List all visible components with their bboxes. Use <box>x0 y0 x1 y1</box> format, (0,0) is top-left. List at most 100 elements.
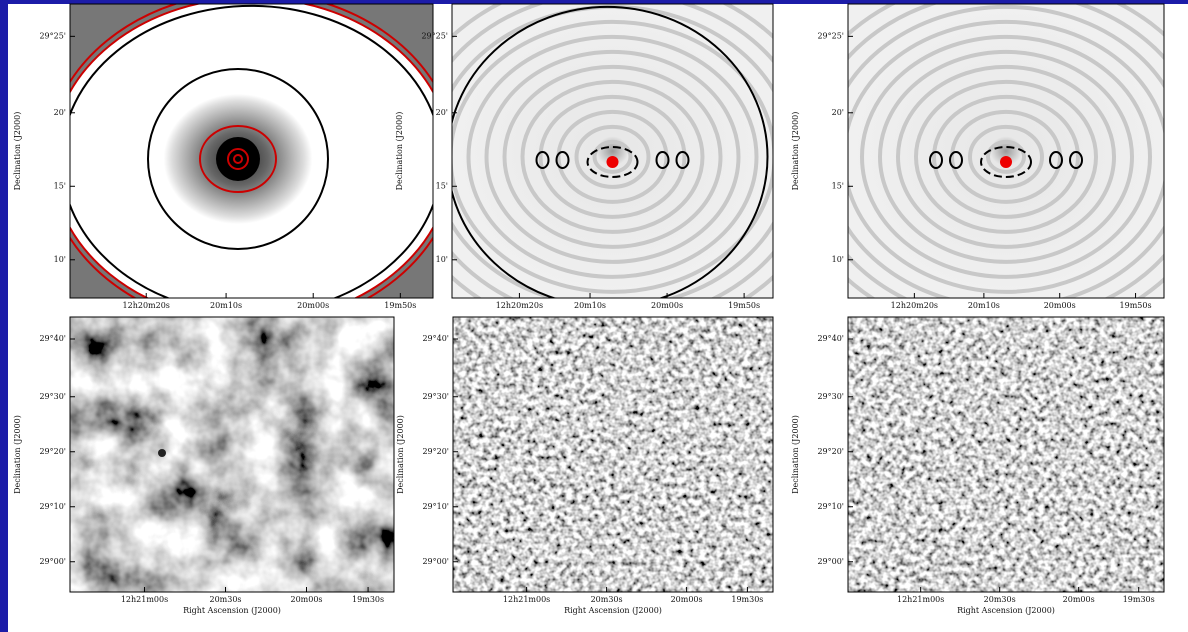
ripple <box>968 124 1044 189</box>
y-tick-label: 20' <box>436 108 448 117</box>
frame <box>847 316 1165 593</box>
y-tick-label: 29°10' <box>817 502 844 511</box>
y-tick-label: 29°40' <box>39 334 66 343</box>
contour <box>147 68 329 250</box>
y-axis-label: Declination (J2000) <box>13 112 22 191</box>
y-tick-label: 29°30' <box>817 392 844 401</box>
ripple <box>452 19 773 294</box>
x-tick-label: 12h21m00s <box>121 595 168 604</box>
ripple <box>848 19 1164 294</box>
ripple <box>520 79 705 234</box>
ripple <box>556 109 669 204</box>
x-tick-label: 19m30s <box>352 595 384 604</box>
x-tick-label: 12h20m20s <box>891 301 938 310</box>
ripple <box>950 109 1062 204</box>
y-tick-label: 29°10' <box>422 502 449 511</box>
y-tick-label: 29°20' <box>39 447 66 456</box>
x-tick-label: 12h20m20s <box>496 301 543 310</box>
ripple <box>502 64 723 249</box>
contour <box>586 146 639 178</box>
source <box>158 449 166 457</box>
y-tick-label: 29°40' <box>422 334 449 343</box>
x-tick-label: 12h21m00s <box>503 595 550 604</box>
contour <box>655 151 670 169</box>
x-axis-label: Right Ascension (J2000) <box>564 606 662 615</box>
y-tick-label: 29°25' <box>817 31 844 40</box>
ripple <box>878 49 1134 264</box>
contour <box>675 151 690 169</box>
x-tick-label: 20m30s <box>591 595 623 604</box>
contour <box>1000 156 1012 168</box>
ripple <box>896 64 1116 249</box>
image <box>70 4 433 298</box>
ripple <box>466 34 759 279</box>
contour <box>555 151 570 169</box>
contour <box>949 151 963 169</box>
y-tick-label: 29°30' <box>422 392 449 401</box>
x-tick-label: 20m00s <box>651 301 683 310</box>
y-tick-label: 15' <box>832 181 844 190</box>
contour <box>980 146 1032 178</box>
y-tick-label: 29°30' <box>39 392 66 401</box>
contour <box>535 151 550 169</box>
y-tick-label: 10' <box>54 255 66 264</box>
x-tick-label: 12h20m20s <box>123 301 170 310</box>
contour <box>929 151 943 169</box>
noise-map <box>848 317 1164 592</box>
x-tick-label: 12h21m00s <box>897 595 944 604</box>
x-tick-label: 19m30s <box>731 595 763 604</box>
y-tick-label: 15' <box>436 181 448 190</box>
x-tick-label: 20m00s <box>671 595 703 604</box>
contour <box>227 148 249 170</box>
frame <box>69 3 434 299</box>
y-tick-label: 29°20' <box>817 447 844 456</box>
x-tick-label: 19m50s <box>728 301 760 310</box>
image <box>453 317 773 592</box>
ripple <box>848 4 1164 298</box>
x-tick-label: 20m00s <box>297 301 329 310</box>
x-axis-label: Right Ascension (J2000) <box>183 606 281 615</box>
contour <box>452 5 769 298</box>
y-tick-label: 29°25' <box>39 31 66 40</box>
ripple <box>592 139 633 174</box>
ripple <box>986 139 1026 174</box>
noise-map <box>70 317 394 592</box>
image <box>70 317 394 592</box>
y-tick-label: 20' <box>54 108 66 117</box>
y-tick-label: 29°00' <box>422 557 449 566</box>
x-tick-label: 19m30s <box>1123 595 1155 604</box>
y-tick-label: 20' <box>832 108 844 117</box>
x-tick-label: 19m50s <box>1120 301 1152 310</box>
x-tick-label: 19m50s <box>384 301 416 310</box>
frame <box>847 3 1165 299</box>
noise-map <box>453 317 773 592</box>
ripple <box>538 94 687 219</box>
contour <box>1049 151 1063 169</box>
y-tick-label: 10' <box>832 255 844 264</box>
x-tick-label: 20m30s <box>209 595 241 604</box>
contour <box>606 156 619 168</box>
y-tick-label: 29°00' <box>817 557 844 566</box>
image <box>848 4 1164 298</box>
image <box>452 4 773 298</box>
frame <box>69 316 395 593</box>
ripple <box>860 34 1152 279</box>
ripple <box>932 94 1080 219</box>
contour <box>199 125 277 193</box>
x-tick-label: 20m10s <box>574 301 606 310</box>
ripple <box>574 124 651 189</box>
image <box>848 317 1164 592</box>
x-tick-label: 20m10s <box>210 301 242 310</box>
frame <box>451 3 774 299</box>
contour <box>216 137 260 181</box>
y-axis-label: Declination (J2000) <box>396 415 405 494</box>
y-axis-label: Declination (J2000) <box>13 415 22 494</box>
x-tick-label: 20m00s <box>1063 595 1095 604</box>
x-tick-label: 20m30s <box>984 595 1016 604</box>
contour <box>1069 151 1083 169</box>
y-tick-label: 29°20' <box>422 447 449 456</box>
ripple <box>484 49 741 264</box>
y-tick-label: 29°00' <box>39 557 66 566</box>
